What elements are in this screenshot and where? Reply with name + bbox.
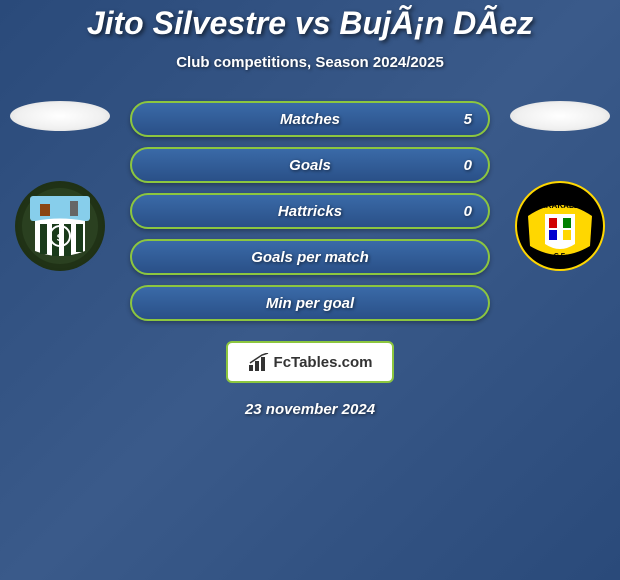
stat-value-right: 5 <box>464 111 472 128</box>
brand-text: FcTables.com <box>274 354 373 371</box>
svg-text:S: S <box>57 233 64 244</box>
stat-label: Goals per match <box>251 249 369 266</box>
date-text: 23 november 2024 <box>0 401 620 418</box>
stat-value-right: 0 <box>464 203 472 220</box>
svg-text:C.F.: C.F. <box>554 253 567 260</box>
club-logo-left: S <box>15 181 105 271</box>
comparison-title: Jito Silvestre vs BujÃ¡n DÃ­ez <box>0 5 620 42</box>
player-left-oval <box>10 101 110 131</box>
sestao-shield-icon: S <box>20 186 100 266</box>
club-logo-right: BARAKALDO C.F. <box>515 181 605 271</box>
stat-row-matches: Matches 5 <box>130 101 490 137</box>
subtitle: Club competitions, Season 2024/2025 <box>0 54 620 71</box>
stat-label: Goals <box>289 157 331 174</box>
stat-row-hattricks: Hattricks 0 <box>130 193 490 229</box>
player-right-column: BARAKALDO C.F. <box>510 101 610 271</box>
stat-row-goals-per-match: Goals per match <box>130 239 490 275</box>
footer: FcTables.com 23 november 2024 <box>0 341 620 418</box>
brand-box: FcTables.com <box>226 341 395 383</box>
stat-value-right: 0 <box>464 157 472 174</box>
player-left-column: S <box>10 101 110 271</box>
stat-row-goals: Goals 0 <box>130 147 490 183</box>
player-right-oval <box>510 101 610 131</box>
barakaldo-shield-icon: BARAKALDO C.F. <box>520 186 600 266</box>
stat-label: Matches <box>280 111 340 128</box>
svg-text:BARAKALDO: BARAKALDO <box>534 201 586 210</box>
stats-column: Matches 5 Goals 0 Hattricks 0 Goals per … <box>110 101 510 321</box>
stat-label: Min per goal <box>266 295 354 312</box>
stat-label: Hattricks <box>278 203 342 220</box>
chart-icon <box>248 353 270 371</box>
stat-row-min-per-goal: Min per goal <box>130 285 490 321</box>
